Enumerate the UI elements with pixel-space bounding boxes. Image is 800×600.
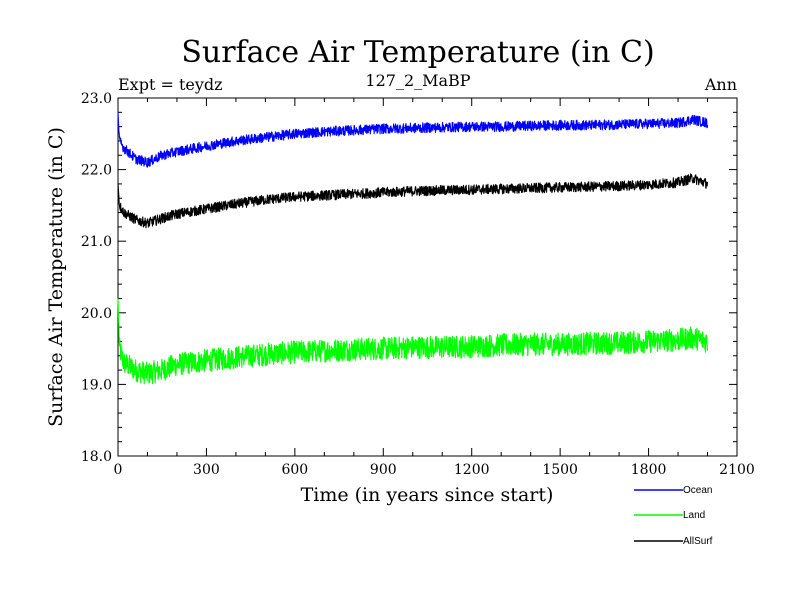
season-label: Ann	[704, 75, 737, 94]
series-line-allsurf	[117, 173, 709, 229]
y-tick-label: 20.0	[81, 306, 112, 322]
experiment-label: Expt = teydz	[118, 75, 223, 94]
x-tick-label: 900	[370, 462, 397, 478]
x-axis: 0 300 600 900 1200 1500 1800 2100	[114, 98, 755, 478]
plot-frame	[117, 97, 738, 457]
y-tick-label: 19.0	[81, 377, 112, 393]
x-tick-label: 1800	[631, 462, 667, 478]
series-line-land	[117, 298, 709, 385]
chart-title: Surface Air Temperature (in C)	[181, 35, 654, 70]
series-line-ocean	[117, 112, 709, 168]
x-tick-label: 1200	[454, 462, 490, 478]
legend-label-land: Land	[683, 510, 705, 521]
x-tick-label: 600	[281, 462, 308, 478]
y-tick-label: 18.0	[81, 449, 112, 465]
chart-subtitle: 127_2_MaBP	[365, 71, 470, 90]
y-tick-label: 22.0	[81, 163, 112, 179]
y-axis-label: Surface Air Temperature (in C)	[45, 127, 67, 427]
legend: Ocean Land AllSurf	[634, 485, 713, 547]
y-tick-label: 23.0	[81, 91, 112, 107]
y-tick-label: 21.0	[81, 234, 112, 250]
series-layer	[117, 112, 709, 385]
legend-label-ocean: Ocean	[683, 485, 712, 496]
y-axis: 18.0 19.0 20.0 21.0 22.0 23.0	[81, 91, 737, 465]
x-tick-label: 0	[114, 462, 123, 478]
x-tick-label: 2100	[719, 462, 755, 478]
legend-label-allsurf: AllSurf	[683, 536, 713, 547]
x-tick-label: 300	[193, 462, 220, 478]
x-tick-label: 1500	[542, 462, 578, 478]
x-axis-label: Time (in years since start)	[301, 484, 554, 506]
